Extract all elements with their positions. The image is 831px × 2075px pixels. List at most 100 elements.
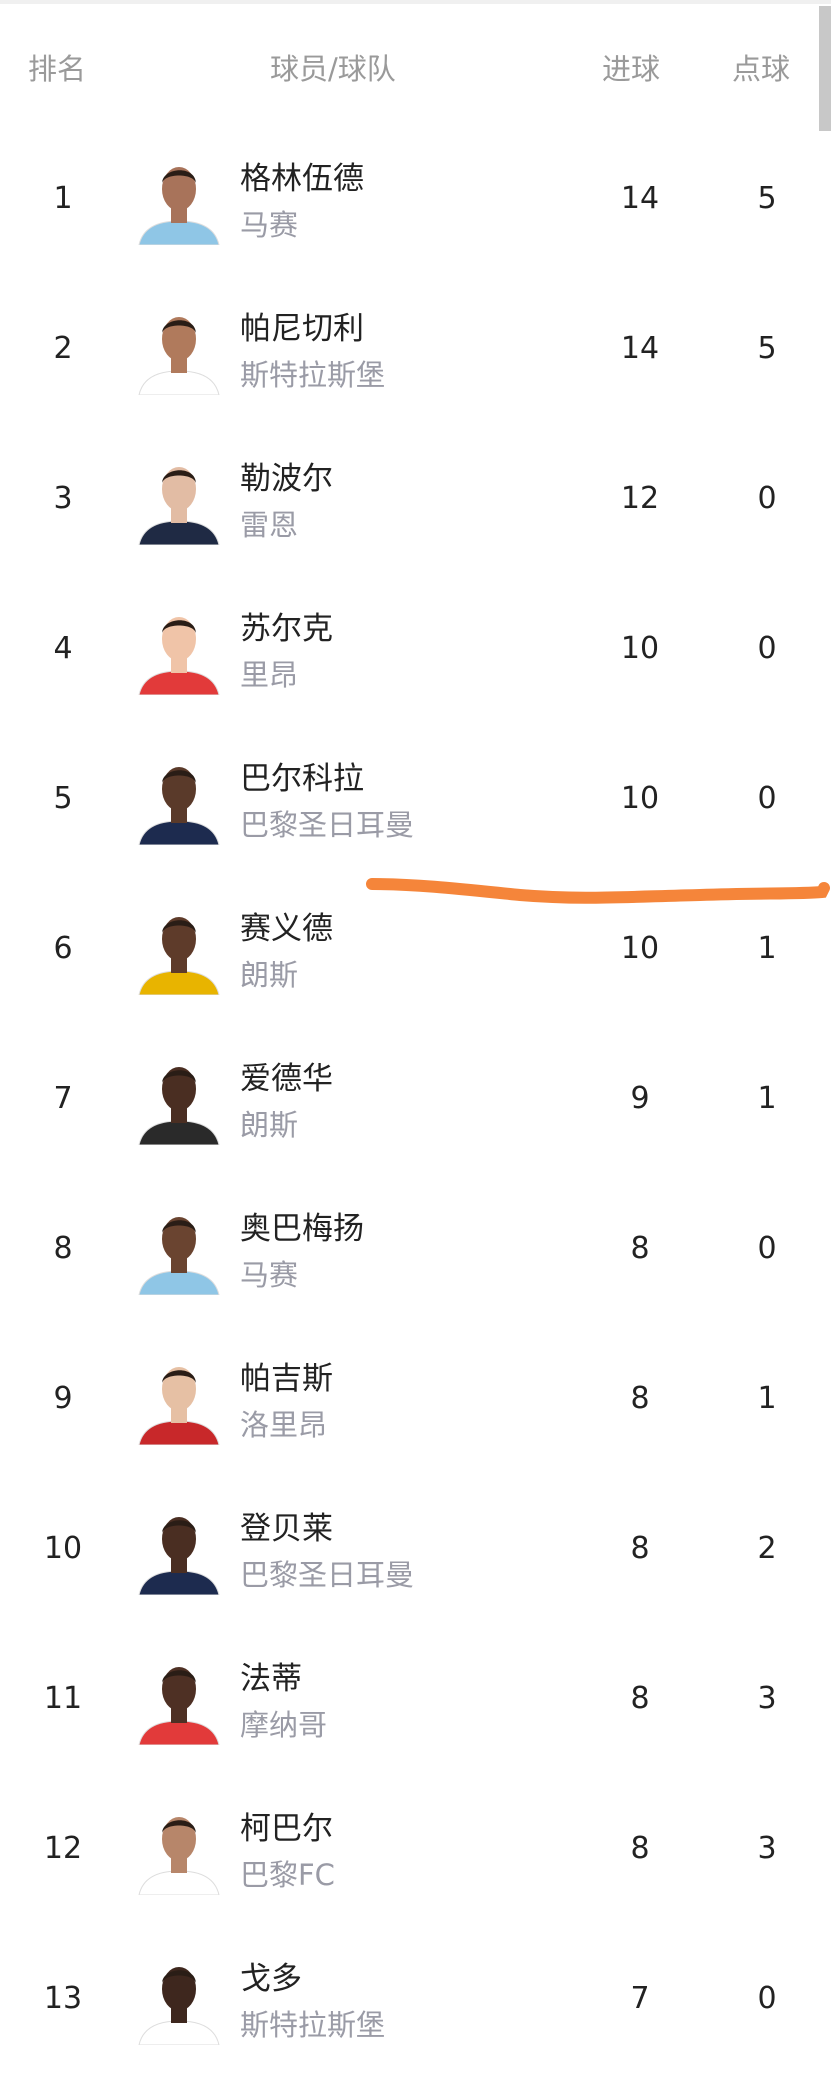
header-penalties[interactable]: 点球 (732, 52, 791, 86)
table-row[interactable]: 8 奥巴梅扬 马赛 8 0 (0, 1175, 831, 1325)
team-name[interactable]: 里昂 (240, 658, 299, 692)
penalties: 0 (757, 1231, 777, 1266)
goals: 10 (620, 631, 660, 666)
penalties: 3 (757, 1831, 777, 1866)
player-photo[interactable] (135, 605, 223, 695)
penalties: 1 (757, 931, 777, 966)
rank: 10 (43, 1531, 83, 1566)
table-row[interactable]: 6 赛义德 朗斯 10 1 (0, 875, 831, 1025)
player-photo[interactable] (135, 155, 223, 245)
goals: 14 (620, 331, 660, 366)
player-name[interactable]: 帕吉斯 (240, 1361, 333, 1397)
table-row[interactable]: 11 法蒂 摩纳哥 8 3 (0, 1625, 831, 1775)
player-avatar-icon (138, 317, 220, 395)
table-header: 排名 球员/球队 进球 点球 (0, 40, 831, 90)
player-name[interactable]: 柯巴尔 (240, 1811, 333, 1847)
player-avatar-icon (138, 1967, 220, 2045)
table-row[interactable]: 2 帕尼切利 斯特拉斯堡 14 5 (0, 275, 831, 425)
table-row[interactable]: 4 苏尔克 里昂 10 0 (0, 575, 831, 725)
team-name[interactable]: 朗斯 (240, 1108, 299, 1142)
player-photo[interactable] (135, 1505, 223, 1595)
player-name[interactable]: 帕尼切利 (240, 311, 364, 347)
team-name[interactable]: 巴黎FC (240, 1858, 335, 1892)
goals: 8 (630, 1381, 650, 1416)
header-rank: 排名 (28, 52, 87, 86)
team-name[interactable]: 巴黎圣日耳曼 (240, 1558, 415, 1592)
player-avatar-icon (138, 167, 220, 245)
goals: 12 (620, 481, 660, 516)
player-avatar-icon (138, 1067, 220, 1145)
table-row[interactable]: 9 帕吉斯 洛里昂 8 1 (0, 1325, 831, 1475)
player-avatar-icon (138, 1517, 220, 1595)
player-name[interactable]: 赛义德 (240, 911, 333, 947)
player-photo[interactable] (135, 1205, 223, 1295)
top-divider (0, 0, 831, 4)
player-photo[interactable] (135, 1955, 223, 2045)
player-avatar-icon (138, 767, 220, 845)
player-name[interactable]: 勒波尔 (240, 461, 333, 497)
scrollbar[interactable] (819, 6, 831, 131)
rank: 8 (53, 1231, 73, 1266)
table-row[interactable]: 7 爱德华 朗斯 9 1 (0, 1025, 831, 1175)
table-row[interactable]: 5 巴尔科拉 巴黎圣日耳曼 10 0 (0, 725, 831, 875)
player-name[interactable]: 奥巴梅扬 (240, 1211, 364, 1247)
team-name[interactable]: 洛里昂 (240, 1408, 328, 1442)
player-photo[interactable] (135, 755, 223, 845)
rank: 9 (53, 1381, 73, 1416)
team-name[interactable]: 马赛 (240, 1258, 299, 1292)
player-avatar-icon (138, 917, 220, 995)
player-photo[interactable] (135, 1055, 223, 1145)
team-name[interactable]: 巴黎圣日耳曼 (240, 808, 415, 842)
player-name[interactable]: 法蒂 (240, 1661, 302, 1697)
goals: 8 (630, 1831, 650, 1866)
player-photo[interactable] (135, 455, 223, 545)
header-goals[interactable]: 进球 (602, 52, 661, 86)
table-row[interactable]: 10 登贝莱 巴黎圣日耳曼 8 2 (0, 1475, 831, 1625)
team-name[interactable]: 马赛 (240, 208, 299, 242)
rank: 12 (43, 1831, 83, 1866)
goals: 9 (630, 1081, 650, 1116)
table-row[interactable]: 13 戈多 斯特拉斯堡 7 0 (0, 1925, 831, 2075)
team-name[interactable]: 摩纳哥 (240, 1708, 328, 1742)
player-name[interactable]: 格林伍德 (240, 161, 364, 197)
penalties: 0 (757, 1981, 777, 2016)
player-avatar-icon (138, 1667, 220, 1745)
rank: 7 (53, 1081, 73, 1116)
player-photo[interactable] (135, 305, 223, 395)
player-avatar-icon (138, 1217, 220, 1295)
player-photo[interactable] (135, 1805, 223, 1895)
player-avatar-icon (138, 1367, 220, 1445)
penalties: 5 (757, 331, 777, 366)
rank: 4 (53, 631, 73, 666)
player-name[interactable]: 苏尔克 (240, 611, 333, 647)
player-avatar-icon (138, 1817, 220, 1895)
rank: 1 (53, 181, 73, 216)
goals: 8 (630, 1681, 650, 1716)
penalties: 2 (757, 1531, 777, 1566)
player-photo[interactable] (135, 905, 223, 995)
player-name[interactable]: 登贝莱 (240, 1511, 333, 1547)
player-photo[interactable] (135, 1355, 223, 1445)
player-avatar-icon (138, 467, 220, 545)
player-photo[interactable] (135, 1655, 223, 1745)
team-name[interactable]: 斯特拉斯堡 (240, 2008, 386, 2042)
goals: 7 (630, 1981, 650, 2016)
goals: 14 (620, 181, 660, 216)
team-name[interactable]: 斯特拉斯堡 (240, 358, 386, 392)
goals: 8 (630, 1231, 650, 1266)
team-name[interactable]: 雷恩 (240, 508, 299, 542)
team-name[interactable]: 朗斯 (240, 958, 299, 992)
table-row[interactable]: 12 柯巴尔 巴黎FC 8 3 (0, 1775, 831, 1925)
penalties: 0 (757, 781, 777, 816)
rank: 6 (53, 931, 73, 966)
goals: 8 (630, 1531, 650, 1566)
player-name[interactable]: 戈多 (240, 1961, 302, 1997)
player-name[interactable]: 巴尔科拉 (240, 761, 364, 797)
table-row[interactable]: 3 勒波尔 雷恩 12 0 (0, 425, 831, 575)
rank: 11 (43, 1681, 83, 1716)
penalties: 5 (757, 181, 777, 216)
penalties: 0 (757, 481, 777, 516)
goals: 10 (620, 931, 660, 966)
player-name[interactable]: 爱德华 (240, 1061, 333, 1097)
table-row[interactable]: 1 格林伍德 马赛 14 5 (0, 125, 831, 275)
